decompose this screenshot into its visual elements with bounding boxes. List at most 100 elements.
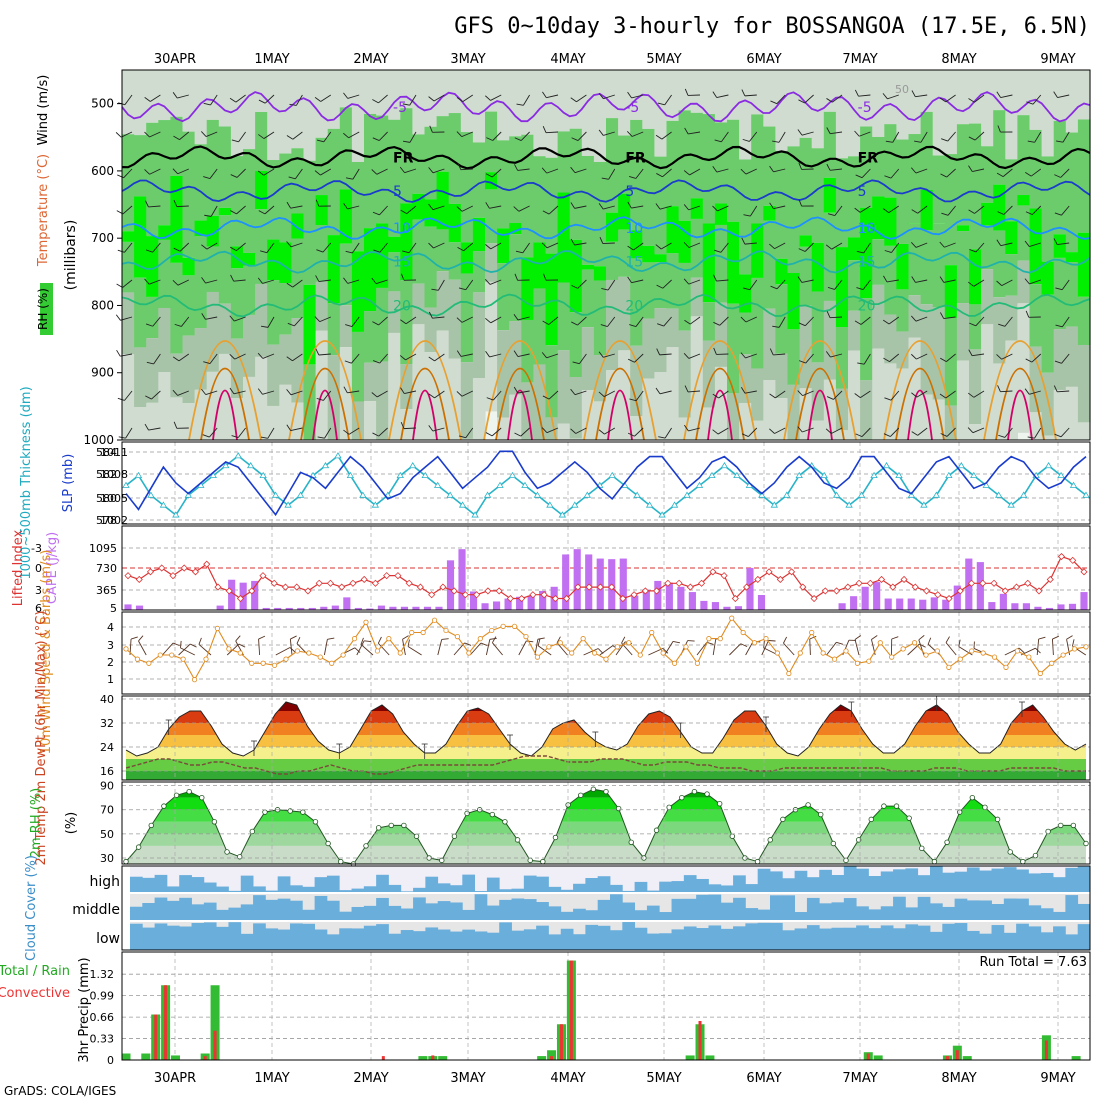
wind-barb — [523, 94, 530, 106]
y-tick-label: 600 — [91, 164, 114, 178]
rh-cell — [896, 243, 910, 290]
cape-bar — [965, 558, 973, 610]
wind-speed-point — [397, 650, 403, 656]
li-label: Lifted Index — [11, 529, 26, 606]
precip-convective-bar — [203, 1056, 207, 1060]
y-tick-label: 1.32 — [90, 968, 115, 981]
rh-cell — [388, 119, 401, 237]
wind-barb — [1053, 238, 1058, 245]
wind-barb — [400, 319, 407, 325]
chart-title: GFS 0~10day 3-hourly for BOSSANGOA (17.5… — [454, 14, 1090, 39]
rh-cell — [291, 213, 305, 239]
rh-cell — [1017, 195, 1031, 206]
rh-cell — [1077, 70, 1091, 120]
wind-barb — [124, 94, 133, 105]
rh-point — [994, 816, 1001, 823]
wind-barb — [231, 435, 239, 438]
wind-barb — [749, 205, 758, 217]
wind-barb — [774, 242, 786, 250]
li-point — [608, 583, 616, 591]
upper-air-frame — [121, 69, 1091, 441]
wind-barb — [437, 279, 445, 291]
wind-barb — [599, 236, 604, 244]
cloud-bar — [893, 928, 906, 950]
wind-barb — [290, 205, 303, 209]
rh-cell — [823, 379, 837, 440]
rh-point — [805, 802, 811, 808]
rh-cell — [557, 192, 571, 283]
wind-barb — [967, 392, 975, 398]
wind-barb — [574, 205, 587, 209]
li-point — [956, 587, 964, 595]
cloud-bar — [806, 897, 820, 920]
wind-barb — [683, 424, 689, 432]
wind-barb — [267, 316, 275, 328]
wind-barb — [831, 242, 843, 250]
li-point — [1080, 568, 1088, 576]
wind-speed-point — [660, 650, 666, 656]
wind-speed-point — [226, 646, 232, 652]
rh-point — [300, 809, 306, 815]
rh-cell — [267, 280, 280, 345]
wind-barb — [655, 203, 661, 210]
rh-cell — [218, 70, 232, 127]
thickness-line-point — [396, 471, 404, 478]
wind-barb — [296, 637, 301, 644]
rh-cell — [1005, 254, 1018, 296]
li-point — [124, 572, 132, 580]
wind-barb — [911, 167, 917, 174]
rh-band — [126, 833, 1086, 846]
bottom-date-tick: 4MAY — [550, 1071, 585, 1086]
wind-speed-point — [203, 656, 209, 662]
cloud-bar — [511, 898, 525, 920]
li-point — [1012, 583, 1021, 591]
wind-barb — [172, 642, 180, 647]
rh-cell — [969, 70, 982, 124]
cloud-bar — [363, 886, 377, 892]
wind-barb — [916, 353, 928, 360]
cloud-bar — [610, 894, 623, 920]
cape-bar — [435, 606, 443, 610]
cape-tick-label: 365 — [96, 584, 117, 597]
rh-cell — [787, 273, 801, 330]
rh-cell — [969, 123, 982, 250]
rh-cell — [497, 140, 510, 229]
thickness-line-point — [882, 461, 891, 469]
wind-barb — [684, 127, 689, 135]
rh-cell — [763, 220, 776, 309]
rh-point — [375, 825, 382, 831]
li-point — [855, 579, 863, 587]
cape-bar — [1080, 592, 1088, 610]
wind-barb — [947, 205, 956, 216]
wind-barb — [798, 99, 805, 104]
isotherm-label: -5 — [393, 100, 407, 116]
li-point — [889, 583, 897, 591]
thickness-line — [125, 454, 1087, 517]
wind-speed-point — [191, 677, 198, 683]
wind-speed-point — [1060, 652, 1066, 658]
rh-cell — [606, 70, 619, 119]
wind-barb — [296, 94, 303, 106]
wind-barb — [322, 242, 332, 253]
thickness-line-point — [421, 471, 429, 478]
wind-speed-point — [546, 644, 552, 650]
wind-barb — [433, 94, 445, 102]
cape-bar — [308, 607, 316, 610]
wind-barb — [267, 427, 275, 439]
wind-barb — [1000, 242, 1013, 247]
wind-barb — [830, 131, 843, 135]
wind-barb — [911, 209, 918, 214]
wind-barb — [659, 205, 672, 210]
wind-barb — [360, 644, 374, 656]
cloud-bar — [462, 874, 476, 892]
cloud-bar — [154, 897, 168, 920]
wind-barb — [712, 429, 719, 435]
li-point — [653, 587, 661, 595]
wind-barb — [513, 313, 519, 321]
thickness-label: 1000~500mb Thickness (dm) — [19, 386, 34, 579]
cloud-bar — [646, 933, 660, 950]
rh-cell — [1065, 252, 1079, 263]
li-point — [709, 568, 717, 576]
wind-barb — [958, 646, 973, 656]
cloud-bar — [573, 934, 586, 950]
